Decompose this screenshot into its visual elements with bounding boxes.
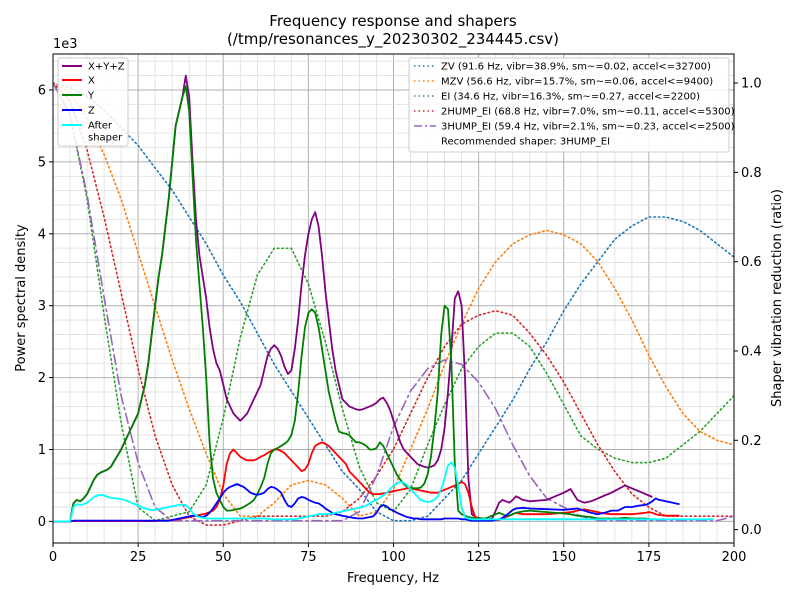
legend-right-label: MZV (56.6 Hz, vibr=15.7%, sm~=0.06, acce… (441, 77, 713, 88)
x-tick-label: 125 (466, 550, 491, 565)
y-tick-label: 5 (38, 155, 46, 170)
legend-right-label: ZV (91.6 Hz, vibr=38.9%, sm~=0.02, accel… (441, 62, 711, 73)
y2-tick-label: 0.8 (741, 166, 762, 181)
shaper-line-3 (53, 82, 734, 526)
shaper-line-2 (53, 82, 734, 522)
x-tick-label: 175 (636, 550, 661, 565)
x-tick-label: 25 (130, 550, 147, 565)
y-tick-label: 2 (38, 371, 46, 386)
legend-left: X+Y+Z XYZ After shaper (57, 57, 129, 147)
legend-right: ZV (91.6 Hz, vibr=38.9%, sm~=0.02, accel… (408, 57, 735, 153)
y-tick-label: 3 (38, 299, 46, 314)
legend-left-label: Z (88, 106, 95, 117)
ticks: 0 25 50 75 100 125 150 175 200 0 1 2 3 4 5 6 0.0 0.2 0.4 0.… (38, 77, 762, 565)
legend-left-label-line: Y (87, 91, 95, 102)
y2-tick-label: 0.2 (741, 434, 762, 449)
y-axis-label: Power spectral density (14, 224, 29, 372)
shaper-series-group (53, 82, 734, 526)
y-tick-label: 6 (38, 83, 46, 98)
y2-tick-label: 0.0 (741, 523, 762, 538)
y-scale-label: 1e3 (53, 37, 78, 52)
y-tick-label: 4 (38, 227, 46, 242)
legend-left-label: Y (87, 91, 95, 102)
legend-right-frame (408, 57, 730, 153)
shaper-line-0 (53, 82, 734, 522)
x-tick-label: 0 (49, 550, 57, 565)
x-tick-label: 100 (381, 550, 406, 565)
y2-tick-label: 1.0 (741, 77, 762, 92)
legend-right-label: 3HUMP_EI (59.4 Hz, vibr=2.1%, sm~=0.23, … (441, 122, 735, 133)
y2-tick-label: 0.6 (741, 255, 762, 270)
x-axis-label: Frequency, Hz (347, 571, 439, 586)
x-tick-label: 75 (300, 550, 317, 565)
y-tick-label: 1 (38, 443, 46, 458)
recommended-shaper-text: Recommended shaper: 3HUMP_EI (441, 137, 610, 148)
x-tick-label: 200 (722, 550, 747, 565)
psd-line-4 (53, 461, 714, 523)
chart-title: Frequency response and shapers (269, 12, 517, 30)
chart-subtitle: (/tmp/resonances_y_20230302_234445.csv) (227, 30, 559, 49)
legend-left-label-line: X (88, 76, 95, 87)
psd-line-2 (53, 85, 656, 523)
legend-left-label: X+Y+Z (88, 62, 125, 73)
shaper-line-1 (53, 82, 734, 518)
legend-left-label-line: After (88, 121, 113, 132)
legend-left-label: After shaper (88, 121, 123, 144)
psd-line-3 (53, 483, 680, 523)
y2-axis-label: Shaper vibration reduction (ratio) (770, 189, 785, 407)
y-tick-label: 0 (38, 515, 46, 530)
shaper-line-4 (53, 82, 734, 522)
x-tick-label: 150 (551, 550, 576, 565)
legend-right-label: 2HUMP_EI (68.8 Hz, vibr=7.0%, sm~=0.11, … (441, 107, 735, 118)
legend-left-label-line: Z (88, 106, 95, 117)
y2-tick-label: 0.4 (741, 344, 762, 359)
x-tick-label: 50 (215, 550, 232, 565)
psd-series-group (53, 74, 714, 523)
legend-left-label-line: shaper (88, 133, 123, 144)
legend-left-label-line: X+Y+Z (88, 62, 125, 73)
legend-right-label: EI (34.6 Hz, vibr=16.3%, sm~=0.27, accel… (441, 92, 700, 103)
legend-left-label: X (88, 76, 95, 87)
